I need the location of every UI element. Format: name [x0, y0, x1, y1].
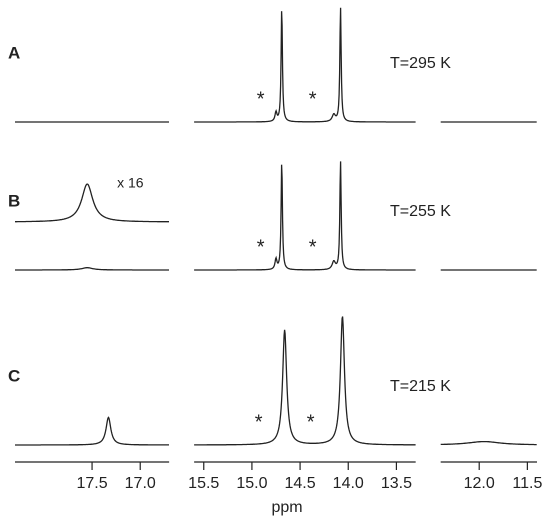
spectrum-trace [194, 161, 416, 271]
scale-label: x 16 [117, 175, 144, 191]
spectrum-trace [15, 416, 169, 446]
x-tick-label: 14.0 [333, 475, 364, 492]
temperature-label: T=295 K [390, 55, 451, 72]
panel-label: C [8, 366, 20, 385]
x-tick-label: 15.0 [236, 475, 267, 492]
x-tick-label: 14.5 [285, 475, 316, 492]
spectrum-trace [194, 7, 416, 123]
annotation: * [255, 411, 263, 433]
spectrum-trace [194, 316, 416, 446]
spectrum-trace [15, 183, 169, 223]
panel-label: B [8, 191, 20, 210]
x-tick-label: 12.0 [464, 475, 495, 492]
x-tick-label: 13.5 [381, 475, 412, 492]
x-tick-label: 11.5 [512, 475, 542, 492]
x-tick-label: 15.5 [188, 475, 219, 492]
temperature-label: T=255 K [390, 203, 451, 220]
annotation: * [309, 236, 317, 258]
annotation: * [257, 236, 265, 258]
annotation: * [309, 88, 317, 110]
panel-label: A [8, 43, 20, 62]
temperature-label: T=215 K [390, 378, 451, 395]
x-tick-label: 17.0 [125, 475, 156, 492]
spectrum-trace [15, 267, 169, 271]
spectrum-trace [440, 440, 537, 446]
annotation: * [307, 411, 315, 433]
x-tick-label: 17.5 [76, 475, 107, 492]
annotation: * [257, 88, 265, 110]
x-axis-label: ppm [271, 499, 302, 516]
